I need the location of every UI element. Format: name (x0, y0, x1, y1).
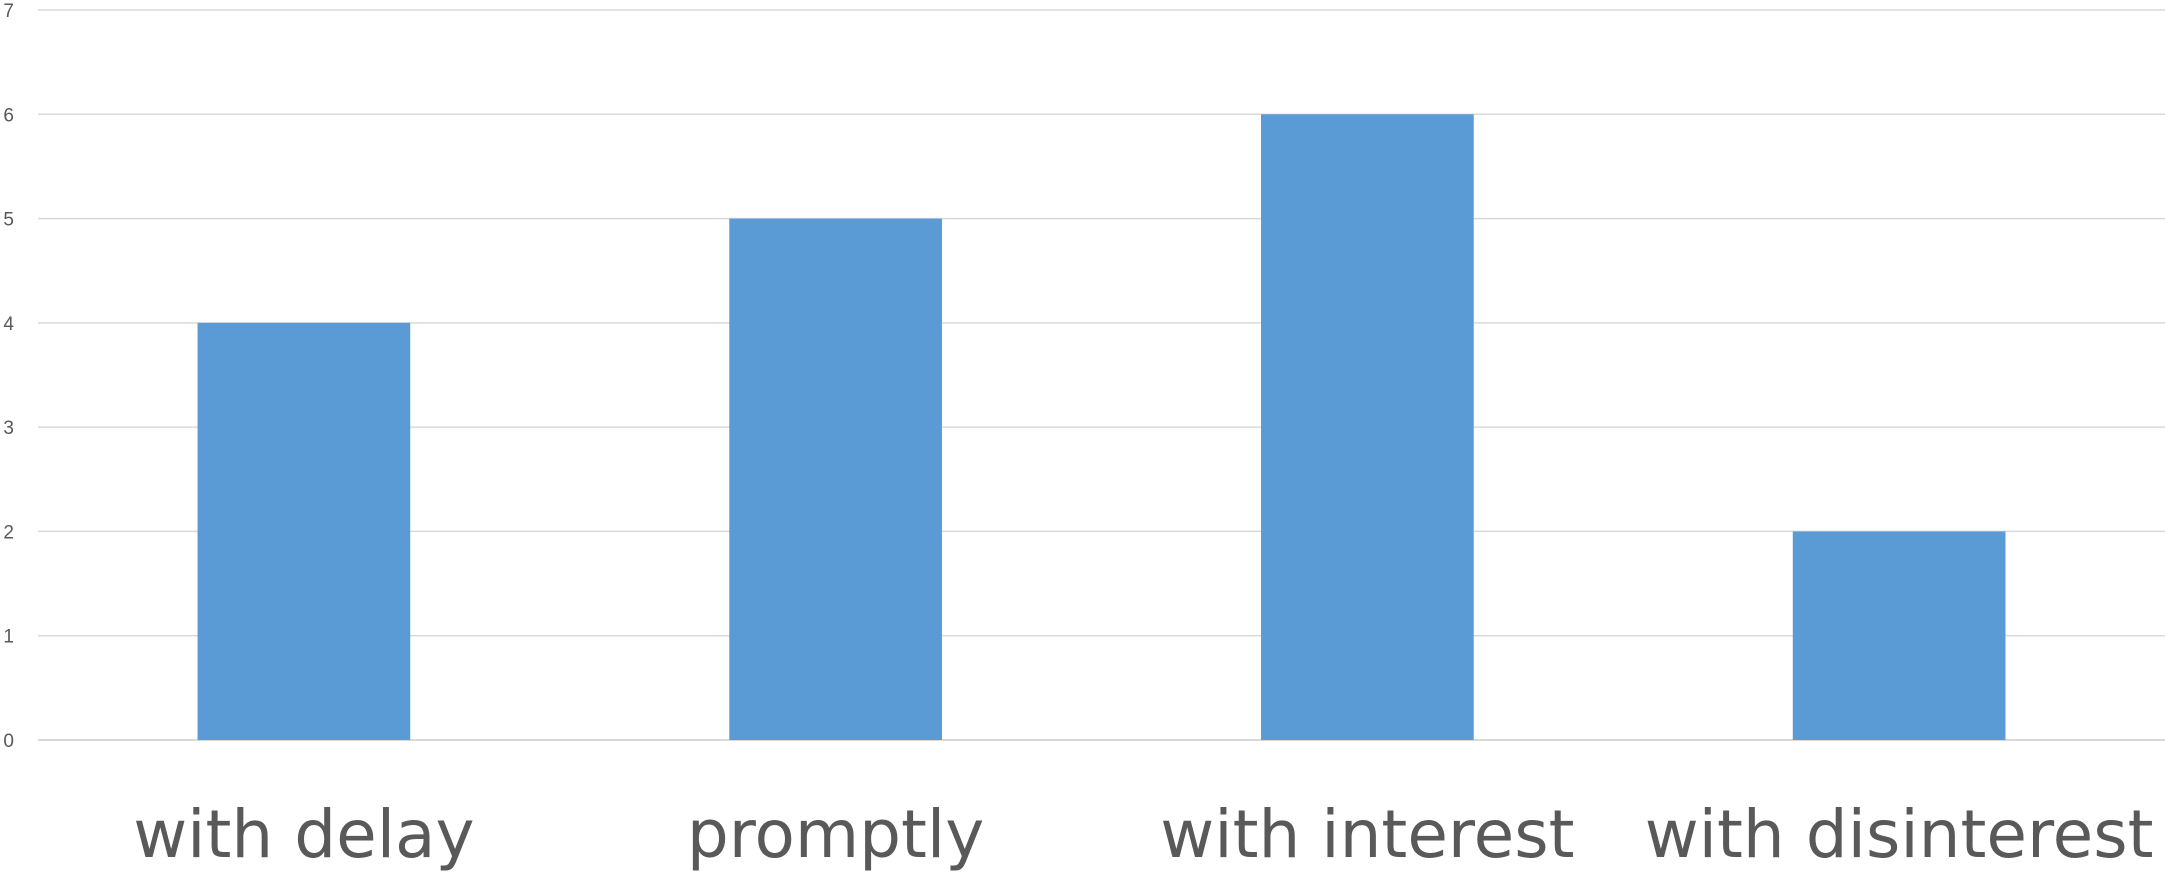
bars (197, 114, 2006, 741)
y-tick-label: 1 (3, 627, 14, 648)
bar (729, 218, 942, 741)
bar (1261, 114, 1474, 741)
bar (197, 322, 411, 740)
y-tick-label: 3 (3, 418, 14, 439)
y-tick-label: 4 (3, 314, 14, 335)
y-tick-label: 7 (3, 1, 14, 22)
y-tick-label: 6 (3, 105, 14, 126)
x-tick-label: promptly (687, 796, 984, 872)
x-tick-label: with interest (1160, 796, 1574, 872)
y-tick-label: 0 (3, 731, 14, 752)
bar (1792, 531, 2006, 740)
y-tick-label: 5 (3, 210, 14, 231)
x-axis: with delay promptly with interest with disi… (133, 796, 2153, 872)
x-tick-label: with disinterest (1645, 796, 2154, 872)
x-tick-label: with delay (133, 796, 474, 872)
y-axis: 0 1 2 3 4 5 6 7 (3, 1, 14, 752)
y-tick-label: 2 (3, 522, 14, 543)
